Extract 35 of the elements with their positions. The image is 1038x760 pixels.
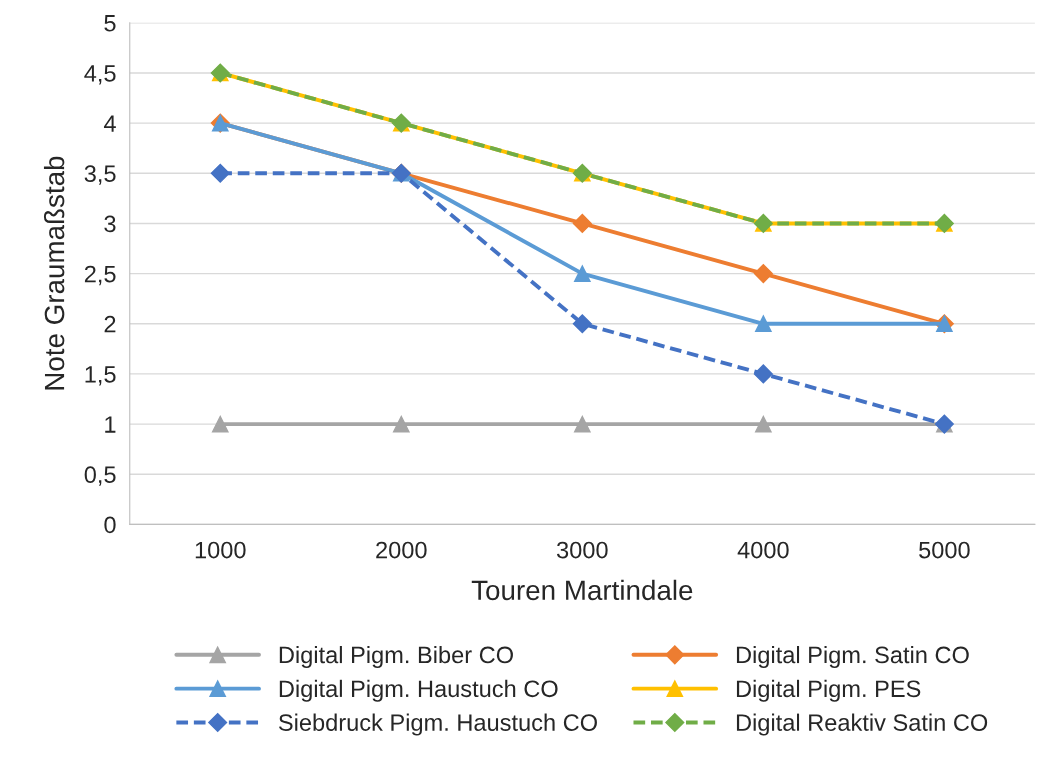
point <box>753 364 773 384</box>
point <box>753 264 773 284</box>
x-tick-label: 2000 <box>376 541 427 559</box>
x-tick-label: 1000 <box>195 541 246 559</box>
point <box>572 213 592 233</box>
point <box>210 163 230 183</box>
legend-label: Digital Pigm. PES <box>736 679 921 702</box>
y-tick-label: 4 <box>103 115 116 132</box>
point <box>755 315 772 333</box>
y-tick-label: 4,5 <box>84 65 116 85</box>
x-axis-title: Touren Martindale <box>471 579 693 601</box>
legend-label: Digital Pigm. Satin CO <box>736 645 969 668</box>
point <box>573 265 591 282</box>
point <box>573 415 591 433</box>
x-tick-label: 3000 <box>556 541 608 559</box>
y-tick-label: 2 <box>104 315 116 333</box>
x-tick-label: 5000 <box>919 541 970 559</box>
legend-label: Digital Reaktiv Satin CO <box>736 713 988 736</box>
point <box>211 415 229 433</box>
legend-label: Digital Pigm. Biber CO <box>279 645 513 668</box>
legend-label: Siebdruck Pigm. Haustuch CO <box>278 713 597 736</box>
y-tick-label: 5 <box>104 15 116 32</box>
legend-label: Digital Pigm. Haustuch CO <box>279 679 558 702</box>
y-tick-label: 3,5 <box>84 165 116 185</box>
y-tick-label: 2,5 <box>84 265 116 286</box>
y-axis-title: Note Graumaßstab <box>43 156 65 390</box>
point <box>755 415 772 433</box>
y-tick-label: 0 <box>104 516 116 534</box>
y-tick-label: 0,5 <box>84 466 116 486</box>
y-tick-label: 1,5 <box>85 366 116 386</box>
point <box>572 314 592 334</box>
y-tick-label: 1 <box>105 416 116 433</box>
point <box>392 415 410 433</box>
x-tick-label: 4000 <box>737 541 789 559</box>
y-tick-label: 3 <box>104 215 116 233</box>
